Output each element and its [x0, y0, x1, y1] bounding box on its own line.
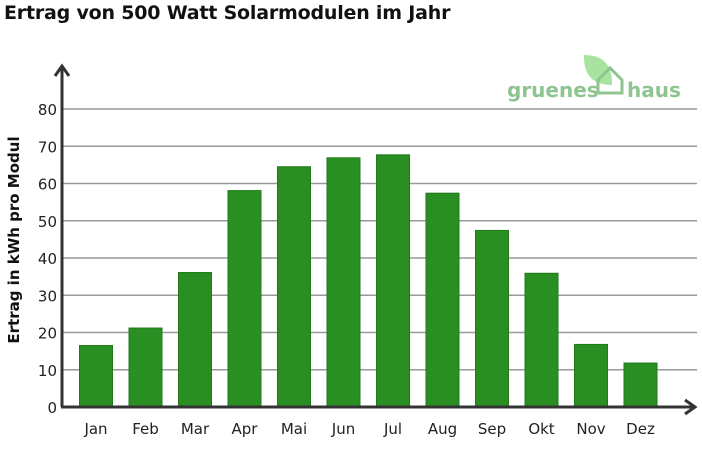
- y-tick-label: 70: [38, 138, 57, 156]
- x-tick-label: Mai: [281, 420, 307, 438]
- x-tick-label: Mar: [181, 420, 210, 438]
- y-axis-label: Ertrag in kWh pro Modul: [5, 136, 23, 343]
- x-tick-label: Aug: [428, 420, 457, 438]
- y-tick-label: 0: [47, 399, 57, 417]
- logo-text-left: gruenes: [507, 78, 599, 102]
- y-tick-label: 40: [38, 250, 57, 268]
- bar-okt: [524, 272, 559, 408]
- bar-apr: [227, 190, 262, 408]
- y-tick-label: 80: [38, 101, 57, 119]
- bar-jul: [376, 154, 410, 408]
- x-tick-label: Apr: [232, 420, 259, 438]
- y-tick-label: 20: [38, 325, 57, 343]
- bar-jan: [79, 345, 113, 408]
- bar-mar: [178, 272, 212, 408]
- logo-text-right: haus: [627, 78, 681, 102]
- bar-sep: [475, 229, 509, 408]
- bar-aug: [425, 192, 460, 408]
- x-tick-labels: Jan Feb Mar Apr Mai Jun Jul Aug Sep Okt Nov Dez: [83, 420, 655, 438]
- x-tick-label: Dez: [626, 420, 655, 438]
- bar-nov: [574, 343, 608, 408]
- bar-mai: [277, 166, 311, 408]
- y-axis-arrow: [53, 63, 71, 77]
- house-icon: [596, 65, 624, 95]
- y-tick-label: 30: [38, 287, 57, 305]
- bar-feb: [128, 327, 163, 408]
- x-tick-label: Jun: [331, 420, 355, 438]
- bar-jun: [326, 157, 361, 408]
- axes: [53, 63, 698, 416]
- x-tick-label: Jul: [383, 420, 402, 438]
- bars: [79, 154, 658, 408]
- x-axis-arrow: [684, 398, 698, 416]
- y-tick-label: 60: [38, 176, 57, 194]
- y-tick-label: 10: [38, 362, 57, 380]
- x-tick-label: Nov: [576, 420, 605, 438]
- x-tick-label: Feb: [132, 420, 159, 438]
- leaf-icon: [584, 55, 612, 85]
- y-tick-labels: 0 10 20 30 40 50 60 70 80: [38, 101, 57, 417]
- x-tick-label: Sep: [478, 420, 506, 438]
- x-tick-label: Okt: [528, 420, 554, 438]
- chart-title: Ertrag von 500 Watt Solarmodulen im Jahr: [4, 2, 451, 24]
- y-tick-label: 50: [38, 213, 57, 231]
- logo: gruenes haus: [507, 55, 681, 102]
- bar-dez: [623, 362, 658, 408]
- x-tick-label: Jan: [83, 420, 107, 438]
